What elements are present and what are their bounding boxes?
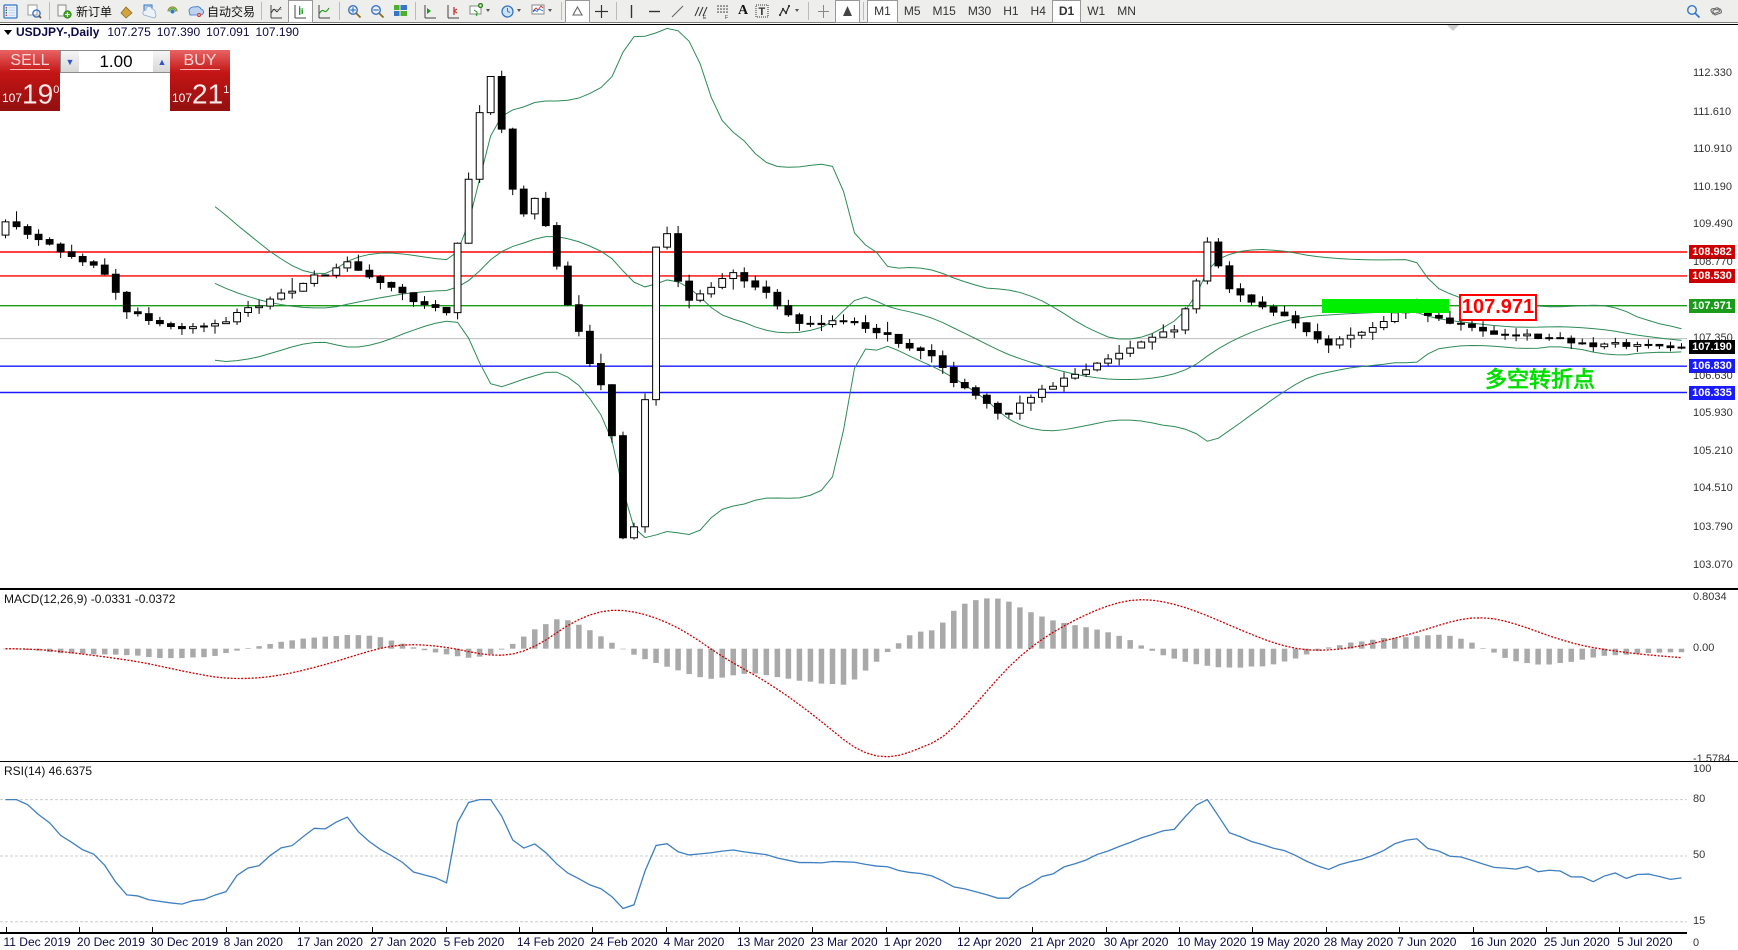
svg-text:F: F: [725, 15, 728, 20]
svg-text:E: E: [703, 15, 707, 20]
svg-text:T: T: [759, 6, 766, 18]
